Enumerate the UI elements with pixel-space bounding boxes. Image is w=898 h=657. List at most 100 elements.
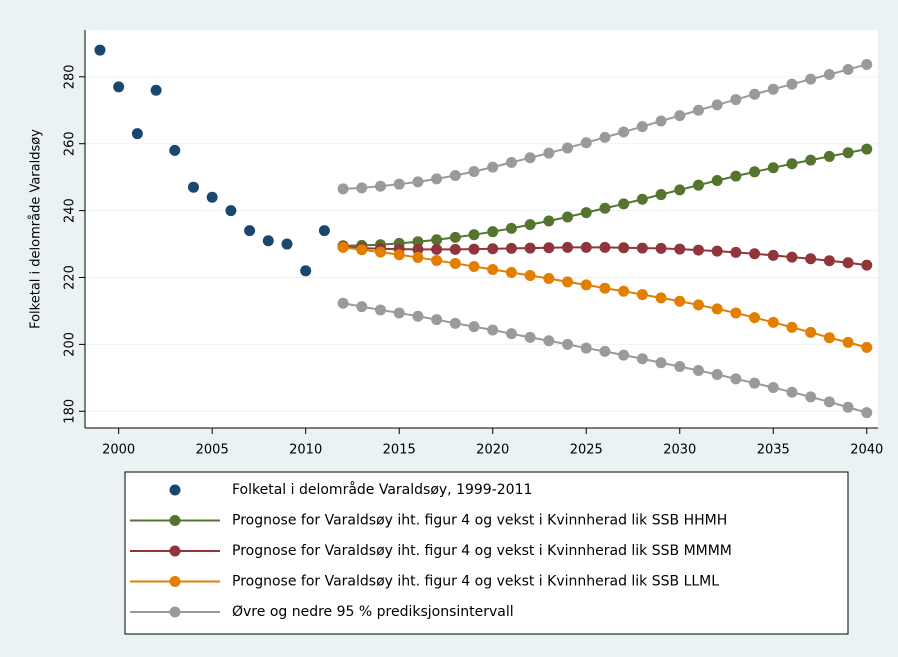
legend-marker	[169, 484, 181, 496]
data-point	[618, 285, 630, 297]
data-point	[618, 242, 630, 254]
legend-marker	[169, 576, 181, 587]
x-tick-label: 2035	[757, 443, 790, 458]
data-point	[113, 81, 125, 93]
data-point	[786, 158, 798, 170]
data-point	[711, 303, 723, 315]
data-point	[842, 257, 854, 269]
data-point	[562, 241, 574, 253]
data-point	[412, 251, 424, 263]
data-point	[487, 324, 499, 336]
data-point	[599, 282, 611, 294]
data-point	[562, 142, 574, 154]
data-point	[449, 169, 461, 181]
data-point	[618, 198, 630, 210]
data-point	[337, 241, 349, 253]
legend-marker	[169, 545, 181, 557]
legend-label: Folketal i delområde Varaldsøy, 1999-201…	[232, 481, 532, 498]
plot-area	[85, 30, 878, 428]
x-tick-label: 2040	[850, 443, 883, 458]
data-point	[711, 99, 723, 111]
data-point	[449, 243, 461, 255]
data-point	[487, 263, 499, 275]
data-point	[805, 73, 817, 85]
data-point	[805, 326, 817, 338]
data-point	[674, 360, 686, 372]
data-point	[431, 173, 443, 185]
data-point	[543, 242, 555, 254]
data-point	[524, 152, 536, 164]
data-point	[337, 297, 349, 309]
data-point	[655, 242, 667, 254]
data-point	[636, 289, 648, 301]
data-point	[580, 342, 592, 354]
legend	[124, 471, 849, 635]
data-point	[767, 316, 779, 328]
data-point	[206, 191, 218, 203]
data-point	[468, 321, 480, 333]
legend-marker	[169, 606, 181, 618]
data-point	[505, 242, 517, 254]
data-point	[580, 279, 592, 291]
data-point	[805, 253, 817, 265]
data-point	[580, 207, 592, 219]
data-point	[375, 180, 387, 192]
data-point	[749, 88, 761, 100]
data-point	[300, 265, 312, 277]
data-point	[393, 307, 405, 319]
data-point	[187, 181, 199, 193]
data-point	[842, 336, 854, 348]
data-point	[767, 83, 779, 95]
data-point	[842, 63, 854, 75]
data-point	[842, 147, 854, 159]
data-point	[749, 248, 761, 260]
data-point	[767, 162, 779, 174]
data-point	[786, 321, 798, 333]
data-point	[580, 137, 592, 149]
data-point	[823, 150, 835, 162]
data-point	[618, 126, 630, 138]
data-point	[337, 183, 349, 195]
data-point	[823, 68, 835, 80]
data-point	[618, 349, 630, 361]
data-point	[505, 328, 517, 340]
data-point	[767, 249, 779, 261]
x-tick-label: 2025	[570, 443, 603, 458]
data-point	[674, 295, 686, 307]
data-point	[543, 335, 555, 347]
data-point	[505, 266, 517, 278]
data-point	[431, 234, 443, 246]
data-point	[318, 225, 330, 237]
data-point	[786, 386, 798, 398]
data-point	[599, 202, 611, 214]
y-tick-label: 180	[63, 399, 78, 424]
data-point	[431, 314, 443, 326]
data-point	[823, 332, 835, 344]
data-point	[636, 193, 648, 205]
data-point	[412, 310, 424, 322]
data-point	[393, 178, 405, 190]
data-point	[823, 255, 835, 267]
data-point	[636, 353, 648, 365]
data-point	[375, 246, 387, 258]
data-point	[674, 110, 686, 122]
data-point	[805, 154, 817, 166]
data-point	[674, 184, 686, 196]
data-point	[375, 304, 387, 316]
data-point	[562, 211, 574, 223]
data-point	[524, 242, 536, 254]
legend-label: Prognose for Varaldsøy iht. figur 4 og v…	[232, 543, 732, 559]
data-point	[711, 175, 723, 187]
data-point	[655, 115, 667, 127]
y-tick-label: 240	[63, 198, 78, 223]
y-axis-label: Folketal i delområde Varaldsøy	[29, 129, 44, 329]
data-point	[580, 241, 592, 253]
data-point	[431, 243, 443, 255]
data-point	[468, 260, 480, 272]
data-point	[169, 144, 181, 156]
data-point	[468, 243, 480, 255]
data-point	[861, 407, 873, 419]
data-point	[468, 165, 480, 177]
data-point	[599, 241, 611, 253]
